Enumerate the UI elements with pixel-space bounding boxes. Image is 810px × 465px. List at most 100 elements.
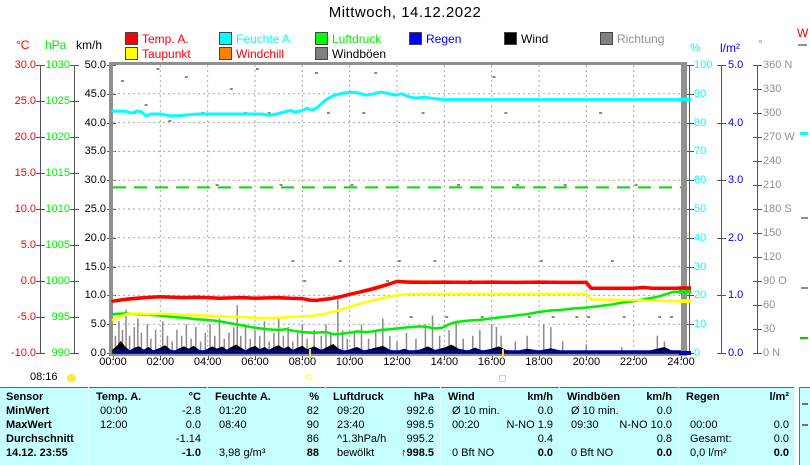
axis-tick-label-km-h: 25.0 — [84, 203, 106, 215]
axis-tick-label-km-h: 50.0 — [84, 59, 106, 71]
axis-tick-c — [36, 137, 45, 138]
axis-tick- — [685, 266, 694, 268]
table-cell-luftdruck-text: bewölkt — [337, 447, 375, 459]
table-unit-windb-en: km/h — [646, 391, 672, 403]
table-cell-feuchte-a-value: 88 — [306, 447, 319, 459]
x-axis-tick — [349, 356, 351, 360]
table-unit-wind: km/h — [527, 391, 553, 403]
wind-direction-dot — [279, 184, 283, 186]
legend-label-windchill: Windchill — [236, 46, 285, 61]
table-column-border — [440, 387, 441, 465]
axis-tick-c — [36, 101, 45, 102]
series-taupunkt-line — [111, 292, 683, 322]
axis-tick- — [685, 151, 694, 153]
axis-tick-label-: 120 — [763, 251, 782, 263]
table-cell-feuchte-a-value: 90 — [306, 419, 319, 431]
wind-direction-dot — [255, 68, 259, 70]
table-header-regen: Regen — [686, 391, 720, 403]
table-cell-feuchte-a-text: 3,98 g/m³ — [219, 447, 266, 459]
axis-tick-hpa — [70, 137, 79, 138]
table-header-temp-a: Temp. A. — [96, 391, 142, 403]
axis-tick- — [753, 137, 762, 138]
axis-tick- — [685, 295, 694, 297]
axis-tick-label-km-h: 20.0 — [84, 231, 106, 244]
table-cell-feuchte-a-text: 08:40 — [219, 419, 247, 431]
wind-direction-dot — [144, 104, 148, 106]
table-cell-temp-a-value: 0.0 — [185, 419, 201, 431]
wind-direction-dot — [539, 260, 543, 262]
axis-tick-hpa — [70, 209, 79, 210]
table-cell-windb-en-value: 0.8 — [656, 433, 672, 445]
axis-tick- — [753, 257, 762, 258]
axis-tick-label-: 20 — [694, 289, 707, 302]
table-column-border — [207, 387, 208, 465]
wind-direction-dot — [409, 316, 413, 318]
axis-tick-label-: 180 S — [763, 203, 792, 215]
table-cell-feuchte-a-value: 82 — [306, 405, 319, 417]
sunset-axis-tick — [502, 349, 505, 358]
table-cell-luftdruck-value: 995.2 — [406, 433, 434, 445]
axis-tick-label-c: 5.0 — [20, 239, 36, 251]
axis-tick-label-hpa: 1005 — [45, 239, 70, 251]
table-cell-regen-value: 0.0 — [773, 419, 789, 431]
x-axis-tick — [539, 356, 540, 360]
sunrise-axis-tick — [308, 349, 311, 358]
axis-tick-label-: 40 — [694, 231, 707, 244]
legend-item-richtung: Richtung — [600, 30, 665, 46]
axis-tick- — [753, 113, 762, 114]
axis-tick-label-km-h: 40.0 — [84, 116, 106, 129]
x-axis-label: 06:00 — [241, 356, 269, 368]
wind-direction-dot — [326, 112, 330, 114]
axis-tick-hpa — [70, 281, 79, 282]
wind-direction-dot — [575, 316, 579, 318]
table-column-border — [559, 387, 560, 465]
axis-tick-label-: 0 N — [763, 347, 781, 359]
axis-tick- — [753, 233, 762, 234]
axis-tick-label-km-h: 5.0 — [90, 318, 106, 331]
axis-tick-c — [36, 65, 45, 66]
wind-direction-dot — [658, 316, 662, 318]
table-unit-temp-a: °C — [188, 391, 201, 403]
x-axis-tick — [444, 356, 446, 360]
axis-unit-: ° — [758, 37, 763, 51]
wind-direction-dot — [215, 184, 219, 186]
wind-direction-dot — [457, 184, 461, 186]
legend-item-taupunkt: Taupunkt — [125, 45, 191, 61]
legend-item-luftdruck: Luftdruck — [315, 30, 382, 46]
wind-direction-dot — [374, 72, 378, 74]
wind-direction-dot — [315, 72, 319, 74]
table-cell-windb-en-text: 09:30 — [571, 419, 599, 431]
wind-direction-dot — [610, 260, 614, 262]
axis-tick- — [685, 65, 694, 66]
x-axis-tick — [397, 356, 398, 360]
axis-tick-label-c: 25.0 — [14, 95, 36, 107]
axis-tick- — [685, 324, 694, 326]
end-marker — [679, 299, 691, 304]
axis-tick- — [753, 161, 762, 162]
axis-unit-l-m: l/m² — [720, 41, 740, 55]
x-axis-label: 24:00 — [667, 356, 695, 368]
legend-label-richtung: Richtung — [617, 31, 665, 46]
axis-tick-hpa — [70, 317, 79, 318]
wind-direction-dot — [350, 184, 354, 186]
wind-direction-dot — [587, 316, 591, 318]
wind-direction-dot — [362, 112, 366, 114]
axis-tick-c — [36, 173, 45, 174]
table-cell-temp-a-value: -2.8 — [182, 405, 201, 417]
table-row-label-14-12-23-55: 14.12. 23:55 — [6, 447, 68, 459]
table-cell-luftdruck-text: ^1.3hPa/h — [337, 433, 387, 445]
wind-direction-dot — [563, 184, 567, 186]
legend-label-regen: Regen — [426, 31, 462, 46]
axis-tick-c — [36, 353, 45, 354]
axis-tick-label-hpa: 1030 — [45, 59, 70, 71]
wind-direction-dot — [421, 112, 425, 114]
table-header-windb-en: Windböen — [567, 391, 621, 403]
axis-tick-l-m — [717, 353, 726, 354]
legend-item-wind: Wind — [504, 30, 548, 46]
axis-tick-label-: 70 — [694, 145, 707, 158]
axis-tick-l-m — [717, 122, 726, 124]
table-cell-windb-en-text: Ø 10 min. — [571, 405, 619, 417]
legend-label-luftdruck: Luftdruck — [332, 31, 382, 46]
axis-tick-c — [36, 317, 45, 318]
